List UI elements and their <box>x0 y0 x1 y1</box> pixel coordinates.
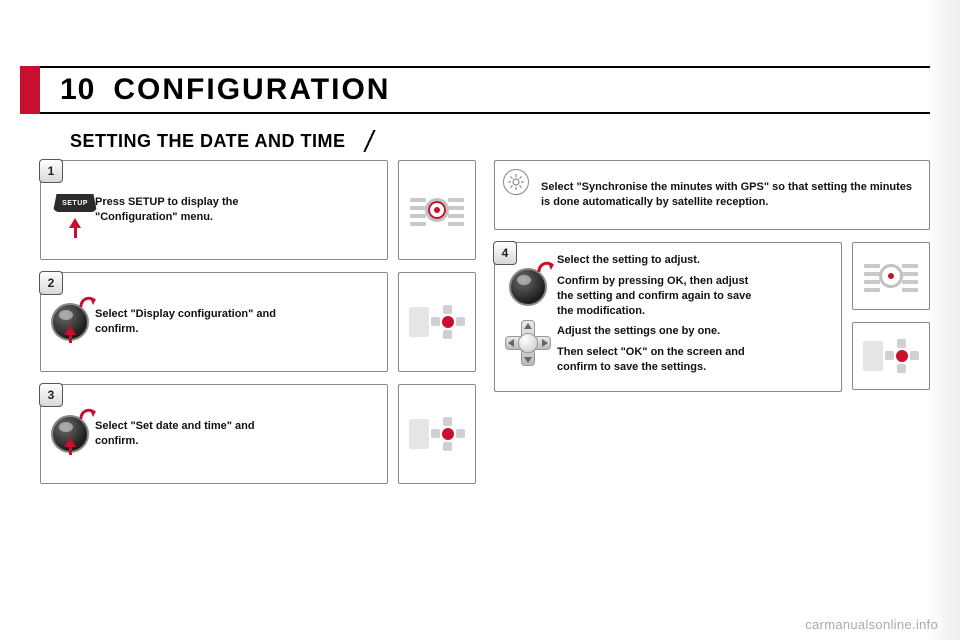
rotate-arrow-icon <box>77 293 99 315</box>
step-2: 2 <box>40 272 388 372</box>
rotate-arrow-icon <box>77 405 99 427</box>
step-3-icons <box>51 415 89 453</box>
dial-dot-icon <box>888 273 894 279</box>
radio-console-illustration <box>398 384 476 484</box>
dial-dot-icon <box>434 207 440 213</box>
radio-console-illustration <box>852 242 930 310</box>
page: 10 CONFIGURATION SETTING THE DATE AND TI… <box>0 0 960 640</box>
step-badge: 4 <box>493 241 517 265</box>
step-2-mini <box>398 272 476 372</box>
radio-console-illustration <box>852 322 930 390</box>
setup-key-icon: SETUP <box>51 182 99 212</box>
step-1: 1 SETUP Press SETUP to display the "Conf… <box>40 160 388 260</box>
step-3-block: 3 <box>40 384 476 484</box>
right-column: Select "Synchronise the minutes with GPS… <box>494 160 930 610</box>
step-2-text: Select "Display configuration" and confi… <box>95 307 285 337</box>
dpad-icon <box>431 417 465 451</box>
dpad-icon <box>431 305 465 339</box>
step-4-p4: Then select "OK" on the screen and confi… <box>557 345 767 375</box>
watermark: carmanualsonline.info <box>805 617 938 632</box>
chapter-title: CONFIGURATION <box>113 73 390 107</box>
step-1-mini <box>398 160 476 260</box>
setup-key-label: SETUP <box>53 194 97 212</box>
tip-text: Select "Synchronise the minutes with GPS… <box>541 180 915 210</box>
left-column: 1 SETUP Press SETUP to display the "Conf… <box>40 160 476 610</box>
chapter-accent-bar <box>20 66 40 114</box>
step-badge: 1 <box>39 159 63 183</box>
section-title: SETTING THE DATE AND TIME <box>70 131 346 152</box>
gps-sync-tip: Select "Synchronise the minutes with GPS… <box>494 160 930 230</box>
step-2-icons <box>51 303 89 341</box>
step-2-block: 2 <box>40 272 476 372</box>
step-4-p1: Select the setting to adjust. <box>557 253 767 268</box>
step-4-text: Select the setting to adjust. Confirm by… <box>557 253 767 381</box>
step-badge: 3 <box>39 383 63 407</box>
section-divider <box>358 130 548 152</box>
arrow-stem-icon <box>74 228 77 238</box>
section-title-wrap: SETTING THE DATE AND TIME <box>70 130 548 152</box>
step-3-text: Select "Set date and time" and confirm. <box>95 419 285 449</box>
radio-console-illustration <box>398 160 476 260</box>
hint-icon <box>503 169 529 195</box>
step-4-icons <box>505 268 551 366</box>
step-4-p2: Confirm by pressing OK, then adjust the … <box>557 274 767 319</box>
step-1-text: Press SETUP to display the "Configuratio… <box>95 195 285 225</box>
chapter-number: 10 <box>60 73 95 107</box>
rotate-arrow-icon <box>535 258 557 280</box>
step-4-mini <box>852 242 930 392</box>
step-3-mini <box>398 384 476 484</box>
step-4-block: 4 <box>494 242 930 392</box>
radio-console-illustration <box>398 272 476 372</box>
arrow-up-icon <box>69 218 81 228</box>
step-3: 3 <box>40 384 388 484</box>
step-1-icons: SETUP <box>51 182 99 238</box>
content-columns: 1 SETUP Press SETUP to display the "Conf… <box>40 160 930 610</box>
dpad-icon <box>505 320 551 366</box>
step-1-block: 1 SETUP Press SETUP to display the "Conf… <box>40 160 476 260</box>
step-4-p3: Adjust the settings one by one. <box>557 324 767 339</box>
chapter-title-row: 10 CONFIGURATION <box>40 66 930 114</box>
arrow-up-icon <box>64 437 76 455</box>
dpad-icon <box>885 339 919 373</box>
arrow-up-icon <box>64 325 76 343</box>
step-4: 4 <box>494 242 842 392</box>
step-badge: 2 <box>39 271 63 295</box>
